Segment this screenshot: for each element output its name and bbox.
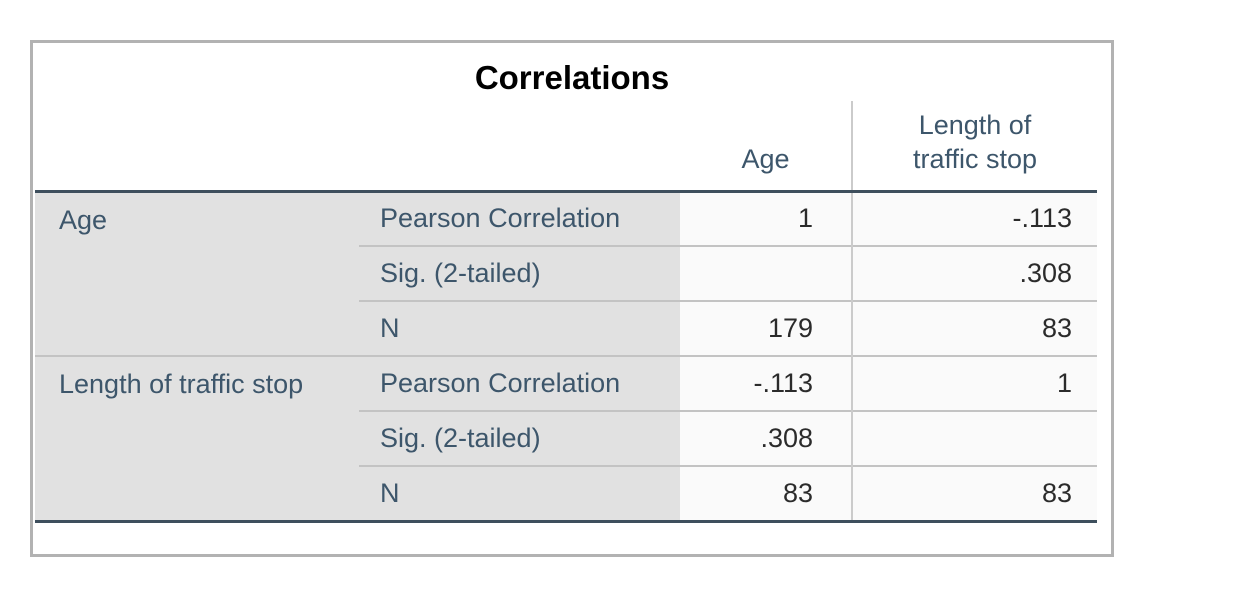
- table-row: Length of traffic stop Pearson Correlati…: [35, 355, 1097, 523]
- stat-label: Sig. (2-tailed): [359, 410, 680, 466]
- stat-label: Pearson Correlation: [359, 355, 680, 411]
- value-cell: [851, 410, 1097, 466]
- stat-label: N: [359, 465, 680, 523]
- table-row: N 179 83: [35, 300, 1097, 356]
- value-cell: .308: [851, 245, 1097, 301]
- value-cell: [680, 245, 852, 301]
- column-header-row: Age Length of traffic stop: [35, 101, 1097, 193]
- value-cell: -.113: [680, 355, 852, 411]
- stat-label: Pearson Correlation: [359, 191, 680, 246]
- value-cell: 83: [851, 465, 1097, 523]
- row-group-label-length-of-traffic-stop: Length of traffic stop: [35, 355, 359, 523]
- stub-header-cell: [35, 101, 680, 193]
- value-cell: 179: [680, 300, 852, 356]
- row-group-label-age: Age: [35, 191, 359, 356]
- table-row: Age Pearson Correlation 1 -.113: [35, 191, 1097, 356]
- value-cell: 1: [680, 191, 852, 246]
- value-cell: -.113: [851, 191, 1097, 246]
- table-row: Sig. (2-tailed) .308: [35, 245, 1097, 301]
- table-row: Sig. (2-tailed) .308: [35, 410, 1097, 466]
- correlations-grid: Age Length of traffic stop Age Pearson C…: [35, 101, 1097, 523]
- col-header-length-of-traffic-stop: Length of traffic stop: [851, 101, 1097, 193]
- table-title: Correlations: [474, 59, 670, 96]
- stat-label: N: [359, 300, 680, 356]
- value-cell: 1: [851, 355, 1097, 411]
- value-cell: 83: [851, 300, 1097, 356]
- value-cell: .308: [680, 410, 852, 466]
- col-header-age: Age: [680, 101, 852, 193]
- value-cell: 83: [680, 465, 852, 523]
- correlations-table[interactable]: Correlations Age Length of traffic stop …: [30, 40, 1114, 557]
- table-row: N 83 83: [35, 465, 1097, 523]
- stat-label: Sig. (2-tailed): [359, 245, 680, 301]
